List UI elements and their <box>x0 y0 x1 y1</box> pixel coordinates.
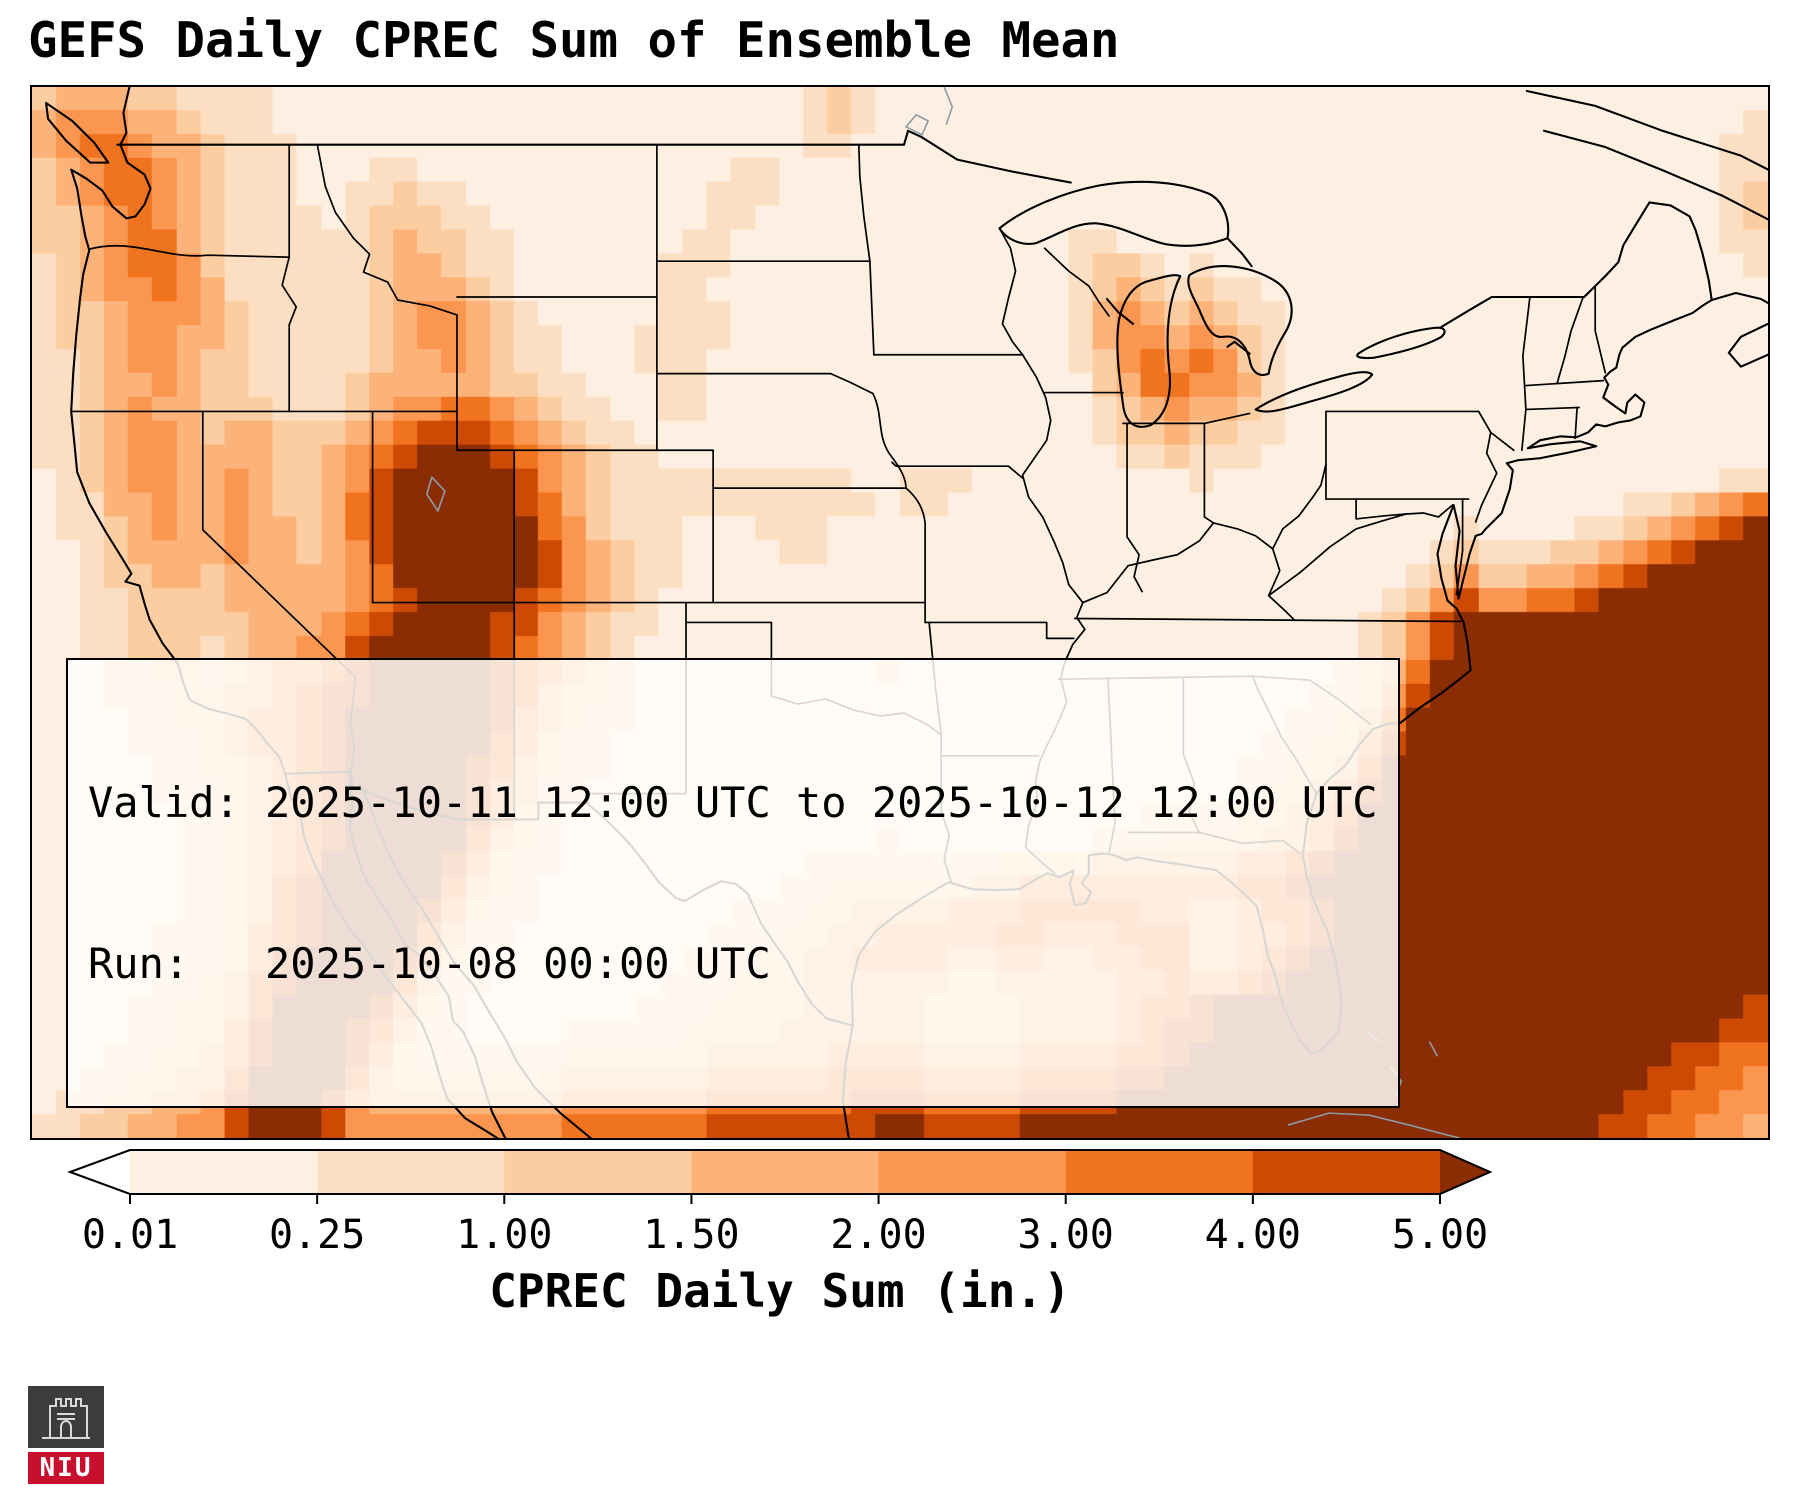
colorbar-tick-label: 1.50 <box>643 1212 740 1258</box>
colorbar-tick-labels: 0.01 0.25 1.00 1.50 2.00 3.00 4.00 5.00 <box>70 1206 1490 1258</box>
niu-logo-text: NIU <box>28 1452 104 1484</box>
colorbar-tick-label: 2.00 <box>830 1212 927 1258</box>
run-time-text: Run: 2025-10-08 00:00 UTC <box>88 938 771 988</box>
plot-title: GEFS Daily CPREC Sum of Ensemble Mean <box>28 12 1120 69</box>
colorbar-tick-label: 4.00 <box>1204 1212 1301 1258</box>
valid-run-info-box: Valid: 2025-10-11 12:00 UTC to 2025-10-1… <box>66 658 1400 1108</box>
colorbar-tick-label: 0.01 <box>81 1212 179 1258</box>
castle-icon <box>28 1386 104 1448</box>
colorbar-label: CPREC Daily Sum (in.) <box>489 1264 1071 1318</box>
map-panel: Valid: 2025-10-11 12:00 UTC to 2025-10-1… <box>30 85 1770 1140</box>
colorbar: 0.01 0.25 1.00 1.50 2.00 3.00 4.00 5.00 CPREC D… <box>67 1149 1493 1318</box>
niu-logo: NIU <box>28 1386 104 1484</box>
colorbar-tick-label: 0.25 <box>268 1212 366 1258</box>
water-features-lines <box>426 87 1460 1138</box>
colorbar-svg <box>67 1149 1493 1204</box>
valid-time-text: Valid: 2025-10-11 12:00 UTC to 2025-10-1… <box>88 777 1378 827</box>
colorbar-tick-label: 5.00 <box>1391 1212 1489 1258</box>
colorbar-tick-label: 1.00 <box>456 1212 553 1258</box>
colorbar-tick-label: 3.00 <box>1017 1212 1114 1258</box>
